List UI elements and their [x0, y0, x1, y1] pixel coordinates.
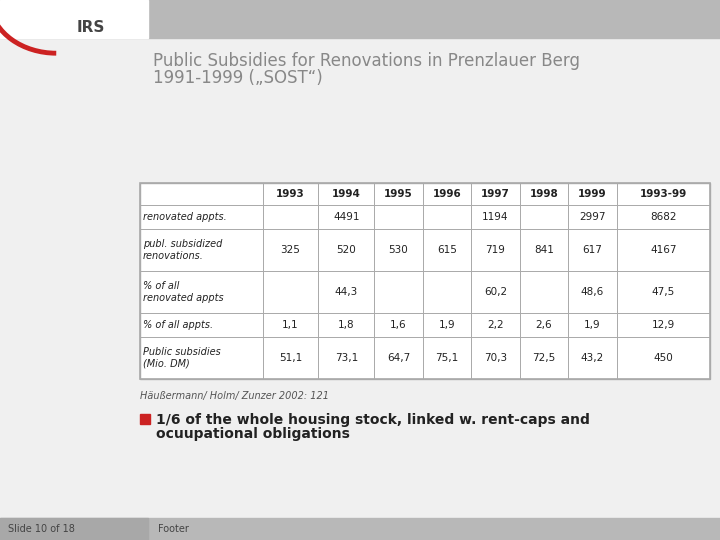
Bar [0, 518, 148, 540]
Text: Public Subsidies for Renovations in Prenzlauer Berg: Public Subsidies for Renovations in Pren… [153, 52, 580, 70]
Text: 1999: 1999 [578, 189, 607, 199]
Text: Public subsidies
(Mio. DM): Public subsidies (Mio. DM) [143, 347, 221, 369]
Text: 1993-99: 1993-99 [639, 189, 687, 199]
Text: Häußermann/ Holm/ Zunzer 2002: 121: Häußermann/ Holm/ Zunzer 2002: 121 [140, 391, 329, 401]
Text: 841: 841 [534, 245, 554, 255]
Text: 450: 450 [653, 353, 673, 363]
Text: Footer: Footer [158, 524, 189, 534]
Text: 1998: 1998 [529, 189, 558, 199]
Text: 75,1: 75,1 [436, 353, 459, 363]
Bar [140, 183, 710, 379]
Bar [140, 414, 150, 424]
Bar [0, 518, 720, 540]
Text: 8682: 8682 [650, 212, 677, 222]
Text: IRS: IRS [77, 20, 105, 35]
Text: 1,9: 1,9 [438, 320, 455, 330]
Text: 2,6: 2,6 [536, 320, 552, 330]
Text: 2997: 2997 [579, 212, 606, 222]
Text: 1/6 of the whole housing stock, linked w. rent-caps and: 1/6 of the whole housing stock, linked w… [156, 413, 590, 427]
Text: 70,3: 70,3 [484, 353, 507, 363]
Text: 1194: 1194 [482, 212, 508, 222]
Text: 1,1: 1,1 [282, 320, 299, 330]
Text: 48,6: 48,6 [580, 287, 604, 297]
Text: 520: 520 [336, 245, 356, 255]
Bar [0, 0, 720, 38]
Text: 72,5: 72,5 [532, 353, 555, 363]
Text: 1,9: 1,9 [584, 320, 600, 330]
Text: 43,2: 43,2 [580, 353, 604, 363]
Text: 47,5: 47,5 [652, 287, 675, 297]
Text: 1,6: 1,6 [390, 320, 407, 330]
Text: ocuupational obligations: ocuupational obligations [156, 427, 350, 441]
Text: 615: 615 [437, 245, 457, 255]
Text: 2,2: 2,2 [487, 320, 504, 330]
Text: 73,1: 73,1 [335, 353, 358, 363]
Text: Slide 10 of 18: Slide 10 of 18 [8, 524, 75, 534]
Text: 64,7: 64,7 [387, 353, 410, 363]
Bar [140, 183, 710, 379]
Text: 1996: 1996 [433, 189, 462, 199]
Text: 719: 719 [485, 245, 505, 255]
Text: 1997: 1997 [481, 189, 510, 199]
Text: 4167: 4167 [650, 245, 677, 255]
Text: publ. subsidized
renovations.: publ. subsidized renovations. [143, 239, 222, 261]
Text: 44,3: 44,3 [335, 287, 358, 297]
Text: 325: 325 [281, 245, 300, 255]
Text: 1991-1999 („SOST“): 1991-1999 („SOST“) [153, 69, 323, 87]
Text: 530: 530 [389, 245, 408, 255]
Text: % of all appts.: % of all appts. [143, 320, 213, 330]
Text: 1994: 1994 [332, 189, 361, 199]
Text: 1,8: 1,8 [338, 320, 355, 330]
Text: 1993: 1993 [276, 189, 305, 199]
Text: 4491: 4491 [333, 212, 359, 222]
Text: % of all
renovated appts: % of all renovated appts [143, 281, 224, 303]
Text: 51,1: 51,1 [279, 353, 302, 363]
Text: 12,9: 12,9 [652, 320, 675, 330]
Text: 617: 617 [582, 245, 602, 255]
Text: 60,2: 60,2 [484, 287, 507, 297]
Text: 1995: 1995 [384, 189, 413, 199]
Bar [140, 183, 710, 379]
Text: renovated appts.: renovated appts. [143, 212, 227, 222]
Bar [0, 0, 148, 38]
